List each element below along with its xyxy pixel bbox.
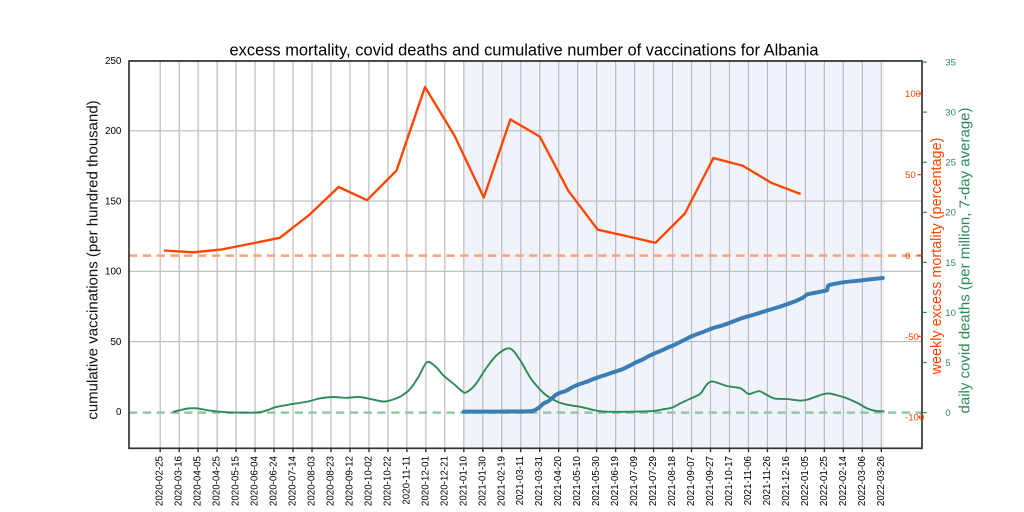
svg-text:2020-04-25: 2020-04-25 (212, 455, 223, 506)
svg-text:2020-07-14: 2020-07-14 (288, 455, 299, 506)
svg-text:2020-08-03: 2020-08-03 (307, 455, 318, 506)
svg-text:0: 0 (116, 407, 122, 418)
svg-text:2022-01-25: 2022-01-25 (819, 455, 830, 506)
svg-text:2021-05-30: 2021-05-30 (591, 455, 602, 506)
svg-text:excess mortality, covid deaths: excess mortality, covid deaths and cumul… (229, 42, 819, 60)
svg-text:2021-11-06: 2021-11-06 (743, 455, 754, 505)
svg-text:2020-02-25: 2020-02-25 (155, 455, 166, 506)
svg-text:100: 100 (105, 267, 122, 278)
svg-text:2021-12-16: 2021-12-16 (781, 455, 792, 506)
svg-text:50: 50 (110, 337, 121, 348)
svg-text:250: 250 (105, 56, 122, 67)
svg-text:2021-09-27: 2021-09-27 (705, 456, 716, 506)
svg-text:2021-07-29: 2021-07-29 (648, 456, 659, 506)
svg-text:150: 150 (105, 196, 122, 207)
svg-text:200: 200 (105, 126, 122, 137)
svg-text:2021-08-18: 2021-08-18 (667, 455, 678, 506)
svg-text:25: 25 (945, 158, 956, 169)
svg-text:2021-03-11: 2021-03-11 (515, 456, 526, 505)
svg-text:cumulative vaccinations (per h: cumulative vaccinations (per hundred tho… (85, 100, 102, 419)
svg-text:35: 35 (945, 57, 956, 68)
svg-text:-50: -50 (905, 332, 919, 343)
svg-text:2022-03-26: 2022-03-26 (876, 455, 887, 506)
svg-text:5: 5 (945, 358, 950, 369)
svg-text:2020-09-12: 2020-09-12 (344, 456, 355, 506)
svg-text:2021-10-17: 2021-10-17 (724, 456, 735, 506)
svg-text:2020-10-02: 2020-10-02 (363, 456, 374, 506)
svg-text:2021-01-10: 2021-01-10 (458, 455, 469, 506)
svg-text:2021-03-31: 2021-03-31 (534, 456, 545, 506)
svg-text:0: 0 (945, 408, 950, 419)
svg-text:2021-04-20: 2021-04-20 (553, 455, 564, 506)
svg-text:2020-08-23: 2020-08-23 (325, 455, 336, 506)
svg-text:2020-10-22: 2020-10-22 (382, 456, 393, 506)
svg-text:30: 30 (945, 108, 956, 119)
svg-text:15: 15 (945, 258, 956, 269)
svg-text:2021-11-26: 2021-11-26 (762, 455, 773, 505)
svg-text:2020-05-15: 2020-05-15 (231, 455, 242, 506)
svg-text:2020-12-01: 2020-12-01 (420, 456, 431, 506)
svg-text:2021-02-19: 2021-02-19 (496, 456, 507, 506)
svg-text:2020-03-16: 2020-03-16 (174, 455, 185, 506)
svg-text:2020-11-11: 2020-11-11 (401, 456, 412, 505)
svg-text:2021-01-30: 2021-01-30 (477, 455, 488, 506)
svg-text:2021-09-07: 2021-09-07 (686, 456, 697, 506)
svg-text:2020-12-21: 2020-12-21 (439, 456, 450, 506)
svg-text:2022-01-05: 2022-01-05 (800, 455, 811, 506)
svg-text:2022-02-14: 2022-02-14 (838, 455, 849, 506)
svg-text:20: 20 (945, 208, 956, 219)
svg-text:2021-05-10: 2021-05-10 (572, 455, 583, 506)
svg-text:daily covid deaths (per millio: daily covid deaths (per million, 7-day a… (957, 108, 974, 414)
svg-text:weekly excess mortality (perce: weekly excess mortality (percentage) (929, 138, 945, 376)
svg-text:-100: -100 (905, 413, 924, 424)
svg-text:2021-06-19: 2021-06-19 (610, 456, 621, 506)
svg-text:100: 100 (905, 89, 921, 100)
svg-text:0: 0 (905, 251, 910, 262)
svg-text:50: 50 (905, 170, 916, 181)
svg-text:2020-04-05: 2020-04-05 (193, 455, 204, 506)
svg-text:2022-03-06: 2022-03-06 (857, 455, 868, 506)
svg-text:2021-07-09: 2021-07-09 (629, 456, 640, 506)
svg-text:2020-06-24: 2020-06-24 (269, 455, 280, 506)
svg-text:10: 10 (945, 308, 956, 319)
svg-text:2020-06-04: 2020-06-04 (250, 455, 261, 506)
